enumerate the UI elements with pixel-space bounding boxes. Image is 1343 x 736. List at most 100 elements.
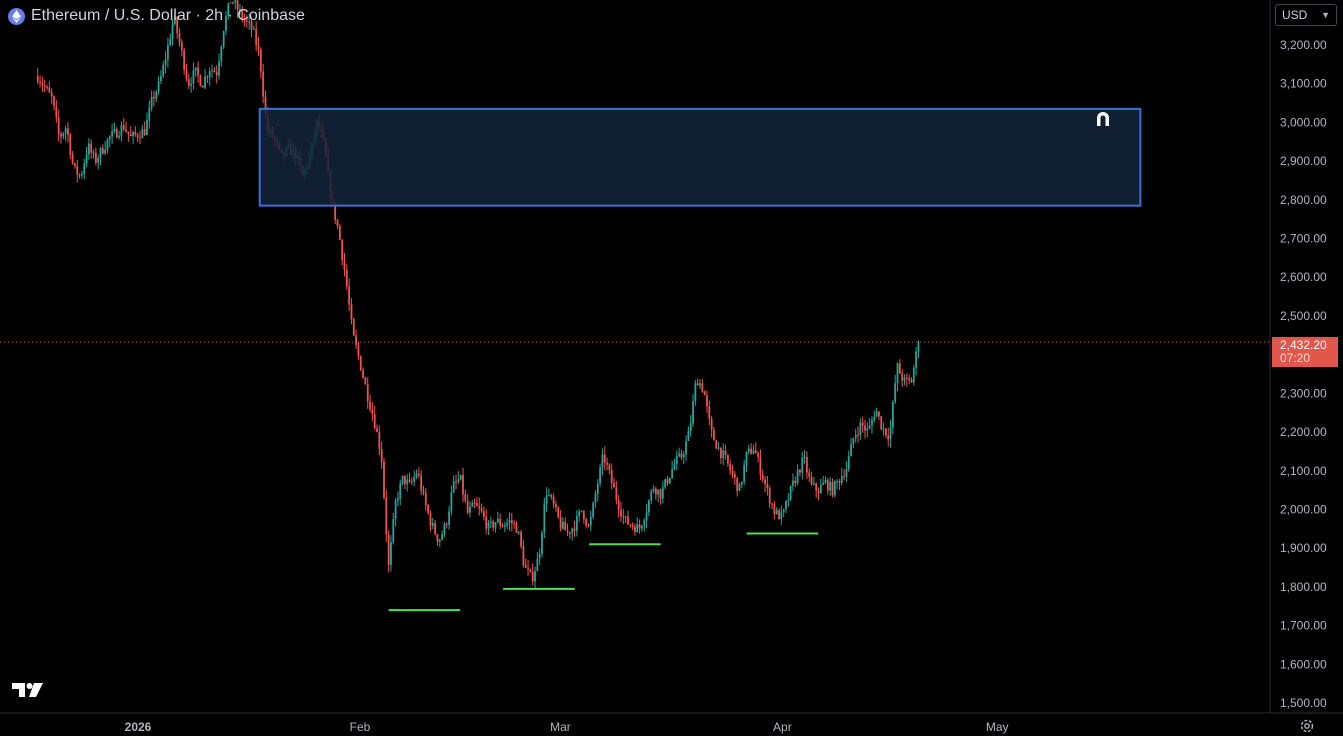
candle-body [668, 477, 671, 484]
candle [796, 464, 799, 486]
candle-body [243, 18, 246, 21]
candle [173, 13, 176, 26]
candle-body [438, 539, 441, 542]
candle [868, 418, 871, 430]
candle-body [710, 419, 713, 430]
price-tick-label: 1,800.00 [1280, 580, 1327, 594]
candle [548, 488, 550, 497]
candle [122, 117, 125, 132]
candle-body [671, 469, 674, 478]
candle-body [108, 136, 111, 140]
candle-body [87, 143, 90, 155]
candle [220, 45, 223, 67]
time-axis[interactable]: 2026 Feb Mar Apr May [125, 720, 1009, 734]
candle [806, 451, 808, 479]
currency-selector[interactable]: USD ▼ [1275, 4, 1337, 26]
resistance-zone-box[interactable] [258, 107, 1142, 207]
candle [413, 470, 416, 487]
candle [775, 507, 778, 515]
candle-body [366, 384, 369, 402]
candle [647, 499, 650, 517]
candle [710, 415, 713, 438]
candle-body [801, 457, 804, 473]
candle [229, 2, 232, 4]
candle [587, 523, 590, 528]
candle-body [822, 482, 825, 485]
candle-body [390, 542, 392, 566]
candle [473, 498, 476, 509]
candle [689, 415, 692, 437]
candle [139, 130, 141, 145]
symbol-title[interactable]: Ethereum / U.S. Dollar · 2h · Coinbase [31, 7, 305, 24]
candle-body [455, 481, 457, 483]
candle-body [599, 467, 601, 484]
candle-body [603, 454, 606, 463]
candle [60, 131, 62, 144]
candle-body [111, 131, 114, 137]
candle-body [891, 401, 894, 429]
candle-body [550, 494, 553, 497]
candle [799, 469, 801, 477]
candle [678, 447, 680, 458]
candle-body [78, 174, 81, 176]
support-lines[interactable] [388, 532, 819, 612]
candle [241, 5, 244, 23]
price-axis[interactable]: 3,200.00 3,100.00 3,000.00 2,900.00 2,800.00… [1280, 38, 1327, 710]
chart-header[interactable]: Ethereum / U.S. Dollar · 2h · Coinbase [8, 5, 305, 27]
candle [908, 374, 911, 385]
candle-body [903, 377, 906, 381]
candle [915, 346, 918, 376]
gear-icon[interactable] [1298, 717, 1316, 735]
candle [48, 81, 51, 93]
candle-body [462, 475, 464, 495]
candle-body [169, 38, 172, 46]
candle [740, 481, 743, 488]
candle-body [557, 507, 560, 518]
candle-body [520, 531, 522, 547]
resistance-zone[interactable] [258, 107, 1142, 207]
candle [424, 487, 427, 511]
candle-body [508, 520, 511, 523]
price-tick-label: 2,700.00 [1280, 232, 1327, 246]
candle [738, 482, 741, 491]
tradingview-logo[interactable] [12, 681, 44, 699]
candle-body [715, 440, 718, 449]
candle [166, 37, 169, 68]
candle-body [220, 46, 223, 62]
candle-body [445, 524, 448, 526]
candle [50, 88, 53, 105]
candle-body [503, 525, 506, 527]
candle [840, 467, 843, 486]
candle-body [160, 76, 162, 82]
candle [752, 444, 755, 455]
candle-body [766, 484, 769, 489]
candle-body [55, 106, 58, 118]
candle-body [506, 522, 509, 526]
candle-body [701, 383, 704, 392]
candle [668, 477, 671, 485]
candle [836, 478, 839, 490]
candle-body [754, 450, 757, 454]
candle-body [889, 428, 892, 440]
candle-body [592, 502, 595, 518]
candle [431, 517, 434, 530]
candle [726, 454, 729, 467]
candle [898, 359, 901, 374]
candle [550, 493, 553, 500]
candle [543, 497, 546, 539]
candle-body [898, 363, 901, 374]
candle [136, 132, 139, 143]
candle-body [864, 425, 866, 431]
magnet-icon[interactable] [1097, 112, 1109, 126]
price-tick-label: 2,200.00 [1280, 425, 1327, 439]
candle [871, 416, 873, 434]
candle-body [792, 480, 794, 486]
candle [250, 17, 253, 38]
candle-body [594, 493, 597, 503]
candle [810, 471, 813, 486]
candle [464, 489, 467, 503]
candle [499, 513, 502, 530]
candle-body [99, 147, 102, 158]
candle-body [343, 259, 346, 271]
